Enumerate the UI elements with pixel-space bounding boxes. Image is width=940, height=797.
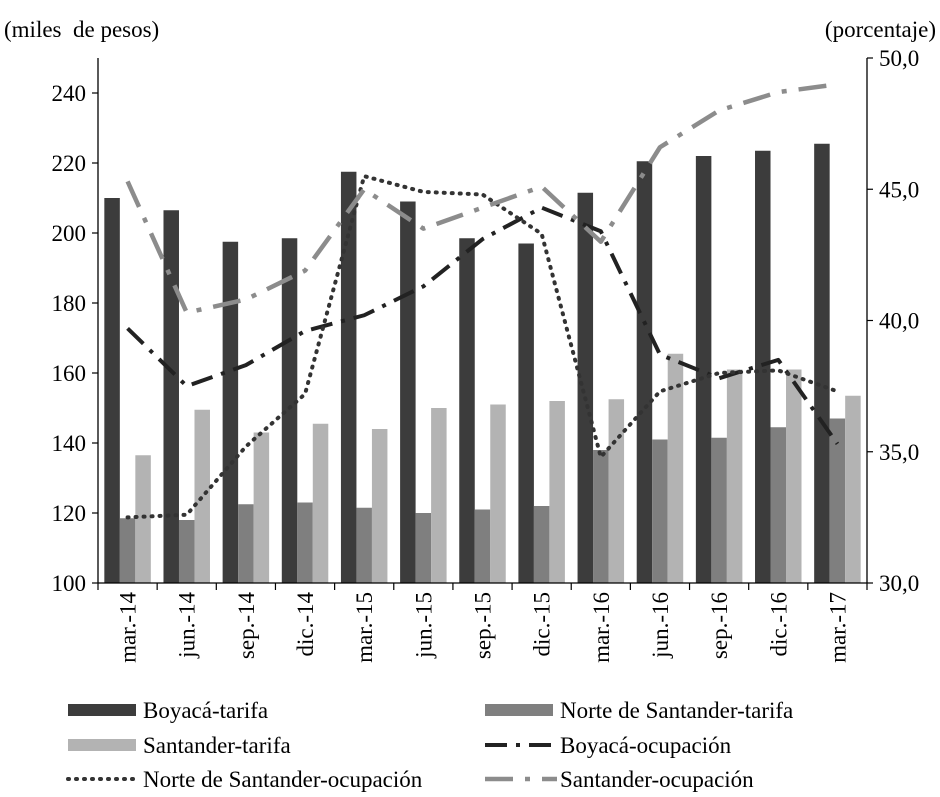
legend: Boyacá-tarifa Norte de Santander-tarifa Sa… — [66, 698, 793, 792]
category-label: jun.-15 — [411, 592, 436, 659]
left-tick-label: 140 — [52, 431, 87, 456]
bar-norte-10 — [711, 437, 727, 583]
bar-norte-9 — [652, 439, 668, 583]
bar-boyaca-4 — [340, 171, 357, 583]
bar-boyaca-8 — [577, 192, 594, 583]
bar-santander-1 — [194, 409, 210, 583]
bar-santander-11 — [786, 369, 802, 583]
plot-area: 100 120 140 160 180 200 220 240 30,0 35,0 40,0 45,0… — [52, 46, 920, 663]
category-label: sep.-15 — [471, 592, 496, 659]
bar-santander-10 — [726, 369, 743, 583]
bar-santander-12 — [845, 395, 861, 583]
category-label: sep.-16 — [707, 592, 732, 659]
bar-norte-7 — [533, 506, 550, 583]
norte-ocupacion-line — [125, 174, 840, 520]
bar-norte-12 — [829, 418, 846, 583]
bar-santander-0 — [135, 455, 151, 583]
bar-norte-1 — [178, 520, 195, 583]
bar-santander-6 — [490, 404, 506, 583]
category-label: mar.-14 — [116, 592, 141, 663]
boyaca-ocupacion-line — [126, 205, 840, 446]
legend-label: Norte de Santander-tarifa — [560, 698, 793, 723]
bar-norte-5 — [415, 513, 432, 583]
bar-santander-2 — [253, 432, 270, 583]
bar-boyaca-2 — [222, 241, 239, 583]
bar-santander-7 — [549, 401, 565, 583]
left-tick-label: 220 — [52, 151, 87, 176]
left-tick-label: 180 — [52, 291, 87, 316]
bar-boyaca-11 — [755, 150, 771, 583]
left-tick-label: 100 — [52, 571, 87, 596]
bar-norte-8 — [593, 450, 609, 583]
bar-boyaca-10 — [695, 156, 712, 583]
bar-santander-8 — [608, 399, 625, 583]
bar-boyaca-5 — [400, 201, 416, 583]
left-tick-label: 120 — [52, 501, 87, 526]
left-tick-label: 200 — [52, 221, 87, 246]
bar-boyaca-7 — [518, 243, 534, 583]
legend-label: Norte de Santander-ocupación — [143, 767, 423, 792]
category-label: mar.-17 — [825, 592, 850, 663]
legend-label: Boyacá-ocupación — [560, 733, 732, 758]
legend-swatch-boyaca-tarifa — [68, 704, 136, 716]
bar-santander-9 — [667, 353, 684, 583]
right-tick-label: 50,0 — [879, 46, 919, 71]
right-tick-label: 45,0 — [879, 177, 919, 202]
right-axis-unit-label: (porcentaje) — [825, 17, 936, 42]
bar-norte-6 — [474, 509, 491, 583]
left-tick-label: 160 — [52, 361, 87, 386]
bar-boyaca-6 — [459, 238, 475, 583]
category-label: dic.-16 — [766, 592, 791, 657]
category-label: dic.-15 — [530, 592, 555, 657]
legend-swatch-santander-tarifa — [68, 739, 136, 751]
legend-label: Santander-tarifa — [143, 733, 291, 758]
category-label: mar.-15 — [352, 592, 377, 663]
bar-norte-2 — [238, 504, 254, 583]
right-tick-label: 40,0 — [879, 309, 919, 334]
legend-label: Boyacá-tarifa — [143, 698, 268, 723]
bar-santander-3 — [312, 423, 329, 583]
legend-swatch-norte-tarifa — [485, 704, 553, 716]
category-label: jun.-16 — [648, 592, 673, 659]
right-tick-label: 30,0 — [879, 571, 919, 596]
right-tick-label: 35,0 — [879, 440, 919, 465]
bar-boyaca-3 — [281, 238, 298, 583]
bar-norte-4 — [356, 507, 372, 583]
bar-norte-0 — [119, 518, 136, 583]
bar-boyaca-9 — [636, 161, 653, 583]
bar-santander-5 — [431, 408, 447, 583]
category-label: jun.-14 — [175, 592, 200, 659]
bar-norte-3 — [297, 502, 313, 583]
left-tick-label: 240 — [52, 81, 87, 106]
category-label: mar.-16 — [589, 592, 614, 663]
category-label: sep.-14 — [234, 592, 259, 660]
bar-boyaca-1 — [163, 210, 179, 583]
bar-boyaca-0 — [104, 198, 120, 583]
bar-boyaca-12 — [814, 143, 830, 583]
bar-norte-11 — [770, 427, 787, 583]
left-axis-unit-label: (miles de pesos) — [4, 17, 159, 42]
legend-label: Santander-ocupación — [560, 767, 754, 792]
category-label: dic.-14 — [293, 592, 318, 657]
bar-santander-4 — [371, 429, 388, 583]
